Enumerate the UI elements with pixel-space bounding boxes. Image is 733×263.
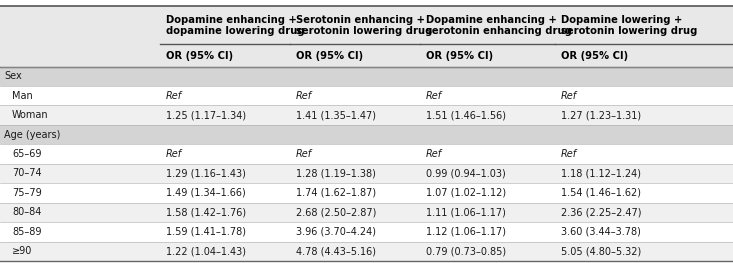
Text: Ref: Ref: [561, 91, 577, 101]
Bar: [0, 45, 733, 67]
Text: Woman: Woman: [12, 110, 48, 120]
Text: Age (years): Age (years): [4, 130, 60, 140]
Bar: [0, 222, 733, 241]
Text: 75–79: 75–79: [12, 188, 42, 198]
Text: Dopamine enhancing +
serotonin enhancing drug: Dopamine enhancing + serotonin enhancing…: [426, 15, 572, 36]
Text: OR (95% CI): OR (95% CI): [166, 51, 233, 61]
Text: OR (95% CI): OR (95% CI): [426, 51, 493, 61]
Text: 1.12 (1.06–1.17): 1.12 (1.06–1.17): [426, 227, 506, 237]
Text: Ref: Ref: [561, 149, 577, 159]
Text: 1.54 (1.46–1.62): 1.54 (1.46–1.62): [561, 188, 641, 198]
Text: 1.51 (1.46–1.56): 1.51 (1.46–1.56): [426, 110, 506, 120]
Text: 1.41 (1.35–1.47): 1.41 (1.35–1.47): [296, 110, 376, 120]
Text: Dopamine enhancing +
dopamine lowering drug: Dopamine enhancing + dopamine lowering d…: [166, 15, 305, 36]
Text: 0.99 (0.94–1.03): 0.99 (0.94–1.03): [426, 169, 506, 179]
Text: 1.49 (1.34–1.66): 1.49 (1.34–1.66): [166, 188, 246, 198]
Text: 1.27 (1.23–1.31): 1.27 (1.23–1.31): [561, 110, 641, 120]
Bar: [0, 105, 733, 125]
Bar: [0, 183, 733, 203]
Text: 1.28 (1.19–1.38): 1.28 (1.19–1.38): [296, 169, 376, 179]
Text: Ref: Ref: [296, 149, 312, 159]
Text: Ref: Ref: [296, 91, 312, 101]
Text: Ref: Ref: [426, 91, 442, 101]
Text: 1.59 (1.41–1.78): 1.59 (1.41–1.78): [166, 227, 246, 237]
Text: OR (95% CI): OR (95% CI): [561, 51, 628, 61]
Text: 2.36 (2.25–2.47): 2.36 (2.25–2.47): [561, 208, 641, 218]
Text: 2.68 (2.50–2.87): 2.68 (2.50–2.87): [296, 208, 376, 218]
Text: 3.96 (3.70–4.24): 3.96 (3.70–4.24): [296, 227, 376, 237]
Text: 4.78 (4.43–5.16): 4.78 (4.43–5.16): [296, 246, 376, 256]
Text: 3.60 (3.44–3.78): 3.60 (3.44–3.78): [561, 227, 641, 237]
Text: Man: Man: [12, 91, 33, 101]
Text: 1.18 (1.12–1.24): 1.18 (1.12–1.24): [561, 169, 641, 179]
Text: Dopamine lowering +
serotonin lowering drug: Dopamine lowering + serotonin lowering d…: [561, 15, 697, 36]
Text: 5.05 (4.80–5.32): 5.05 (4.80–5.32): [561, 246, 641, 256]
Text: 70–74: 70–74: [12, 169, 42, 179]
Text: Sex: Sex: [4, 71, 22, 81]
Text: 80–84: 80–84: [12, 208, 41, 218]
Text: 1.58 (1.42–1.76): 1.58 (1.42–1.76): [166, 208, 246, 218]
Text: ≥90: ≥90: [12, 246, 32, 256]
Text: 1.29 (1.16–1.43): 1.29 (1.16–1.43): [166, 169, 246, 179]
Bar: [0, 164, 733, 183]
Text: 1.07 (1.02–1.12): 1.07 (1.02–1.12): [426, 188, 506, 198]
Text: 65–69: 65–69: [12, 149, 42, 159]
Bar: [0, 125, 733, 144]
Bar: [0, 203, 733, 222]
Text: OR (95% CI): OR (95% CI): [296, 51, 363, 61]
Bar: [0, 6, 733, 45]
Bar: [0, 241, 733, 261]
Bar: [0, 67, 733, 86]
Text: 1.25 (1.17–1.34): 1.25 (1.17–1.34): [166, 110, 246, 120]
Bar: [0, 86, 733, 105]
Bar: [0, 144, 733, 164]
Text: Ref: Ref: [426, 149, 442, 159]
Text: 1.74 (1.62–1.87): 1.74 (1.62–1.87): [296, 188, 376, 198]
Text: 1.11 (1.06–1.17): 1.11 (1.06–1.17): [426, 208, 506, 218]
Text: Ref: Ref: [166, 91, 182, 101]
Text: Serotonin enhancing +
serotonin lowering drug: Serotonin enhancing + serotonin lowering…: [296, 15, 432, 36]
Text: 85–89: 85–89: [12, 227, 42, 237]
Text: Ref: Ref: [166, 149, 182, 159]
Text: 1.22 (1.04–1.43): 1.22 (1.04–1.43): [166, 246, 246, 256]
Text: 0.79 (0.73–0.85): 0.79 (0.73–0.85): [426, 246, 506, 256]
